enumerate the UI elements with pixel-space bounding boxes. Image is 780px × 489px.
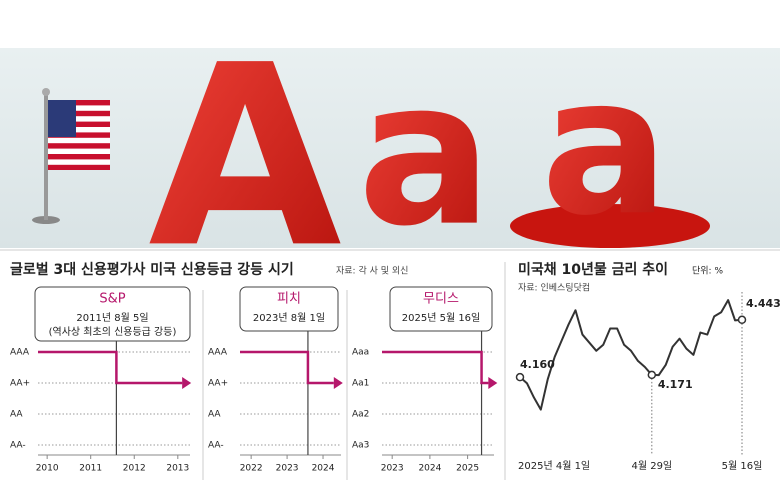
downgrade-date: 2025년 5월 16일: [402, 312, 481, 324]
rating-line: [382, 350, 489, 385]
chart-title: 글로벌 3대 신용평가사 미국 신용등급 강등 시기: [10, 261, 294, 278]
rating-line: [38, 350, 183, 385]
x-tick-label: 2023: [276, 464, 299, 474]
agency-name: 무디스: [423, 292, 459, 307]
x-tick-label: 5월 16일: [722, 460, 763, 472]
yield-line: [519, 299, 743, 411]
agency-name: 피치: [277, 292, 301, 307]
y-tick-label: Aa2: [352, 410, 369, 420]
y-tick-label: AAA: [208, 348, 228, 358]
point-marker: [737, 315, 747, 325]
x-tick-label: 2025: [456, 464, 479, 474]
agency-name: S&P: [99, 292, 125, 307]
rating-line: [240, 350, 334, 385]
y-tick-label: AAA: [10, 348, 30, 358]
callout-box: [239, 286, 339, 332]
hero-letter: a: [358, 38, 493, 271]
y-tick-label: Aa3: [352, 441, 369, 451]
hero-letter: A: [148, 11, 341, 302]
melt-puddle: [510, 204, 710, 248]
arrow-head: [488, 377, 498, 389]
x-tick-label: 2013: [166, 464, 189, 474]
point-marker: [515, 372, 525, 382]
x-tick-label: 2011: [79, 464, 102, 474]
downgrade-note: (역사상 최초의 신용등급 강등): [49, 326, 177, 338]
arrow-head: [182, 377, 192, 389]
y-tick-label: AA: [10, 410, 23, 420]
source: 자료: 인베스팅닷컴: [518, 282, 590, 294]
arrow-head: [333, 377, 343, 389]
y-tick-label: AA-: [10, 441, 26, 451]
downgrade-date: 2011년 8월 5일: [76, 312, 148, 324]
y-tick-label: AA+: [10, 379, 30, 389]
callout-box: [389, 286, 493, 332]
source: 자료: 각 사 및 외신: [336, 265, 408, 277]
x-tick-label: 2022: [240, 464, 263, 474]
x-tick-label: 2024: [418, 464, 441, 474]
downgrade-date: 2023년 8월 1일: [253, 312, 325, 324]
unit: 단위: %: [692, 266, 723, 277]
x-tick-label: 2010: [36, 464, 59, 474]
flag: [32, 88, 110, 224]
hero-letter: a: [541, 36, 669, 257]
y-tick-label: Aa1: [352, 379, 369, 389]
x-tick-label: 2023: [381, 464, 404, 474]
data-label: 4.160: [520, 358, 555, 371]
y-tick-label: Aaa: [352, 348, 369, 358]
x-tick-label: 2024: [312, 464, 335, 474]
x-tick-label: 2012: [123, 464, 146, 474]
callout-box: [34, 286, 191, 342]
y-tick-label: AA: [208, 410, 221, 420]
point-marker: [647, 370, 657, 380]
x-tick-label: 4월 29일: [631, 460, 672, 472]
y-tick-label: AA+: [208, 379, 228, 389]
data-label: 4.443: [746, 297, 780, 310]
data-label: 4.171: [658, 378, 693, 391]
chart-title: 미국채 10년물 금리 추이: [518, 261, 668, 278]
x-tick-label: 2025년 4월 1일: [518, 460, 590, 472]
y-tick-label: AA-: [208, 441, 224, 451]
